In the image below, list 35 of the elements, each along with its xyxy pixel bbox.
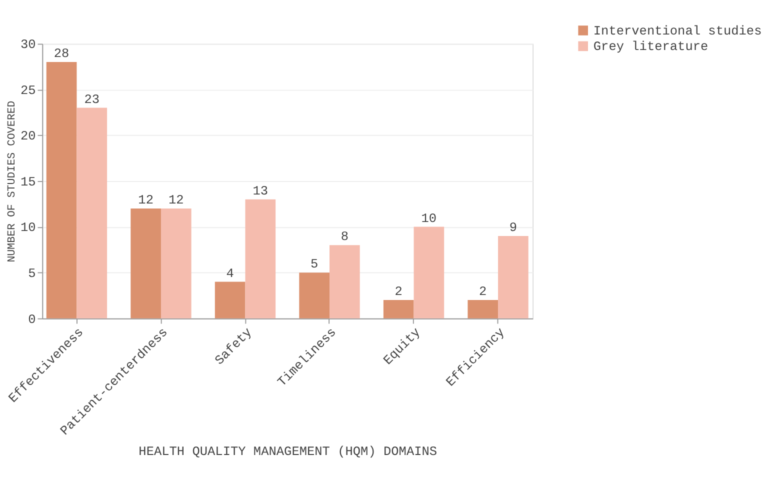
bar — [130, 208, 161, 318]
data-label: 23 — [84, 92, 100, 107]
y-tick-label: 20 — [20, 128, 36, 144]
data-label: 28 — [54, 46, 70, 62]
bar — [414, 226, 444, 318]
bar — [76, 108, 108, 318]
bar — [160, 208, 192, 318]
x-axis-title: HEALTH QUALITY MANAGEMENT (HQM) DOMAINS — [138, 444, 438, 460]
data-label: 12 — [168, 192, 184, 208]
y-tick-label: 15 — [20, 174, 36, 190]
bar — [498, 236, 528, 318]
y-tick-label: 0 — [28, 312, 36, 327]
y-tick-label: 10 — [20, 220, 36, 236]
data-label: 8 — [340, 229, 349, 244]
data-label: 9 — [509, 220, 518, 236]
bar — [383, 300, 414, 318]
bar — [245, 199, 276, 318]
y-tick-label: 5 — [28, 266, 36, 281]
bar — [299, 272, 330, 318]
y-axis-title: NUMBER OF STUDIES COVERED — [6, 100, 19, 262]
legend-label: Grey literature — [593, 39, 708, 54]
data-label: 2 — [394, 284, 402, 300]
legend-label: Interventional studies — [593, 23, 762, 38]
data-label: 5 — [310, 256, 318, 272]
data-label: 12 — [138, 192, 154, 208]
bar — [468, 300, 498, 318]
data-label: 10 — [421, 210, 437, 226]
data-label: 13 — [252, 183, 268, 198]
bar — [214, 282, 246, 318]
data-label: 4 — [226, 266, 234, 281]
bar — [46, 62, 77, 318]
y-tick-label: 30 — [20, 37, 36, 52]
y-tick-label: 25 — [20, 82, 36, 98]
data-label: 2 — [479, 284, 487, 300]
bar — [330, 245, 360, 318]
